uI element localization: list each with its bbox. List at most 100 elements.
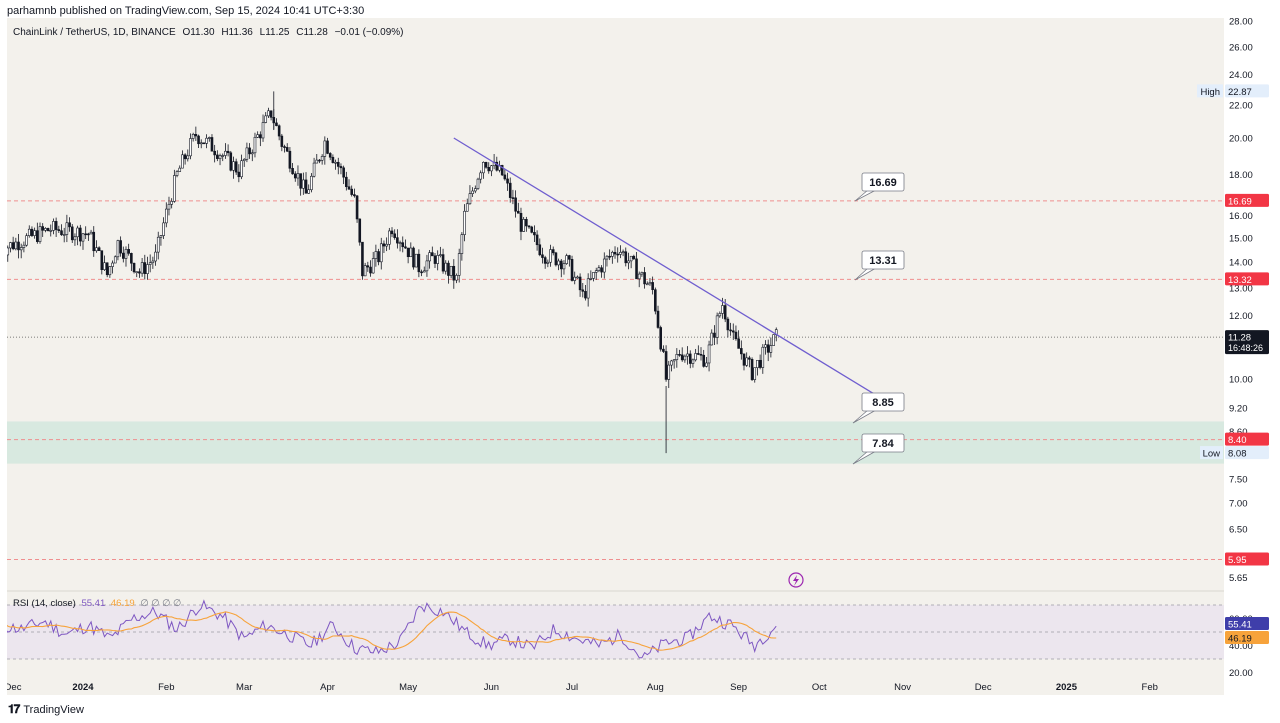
candle-body — [726, 318, 730, 331]
candle-body — [627, 260, 630, 264]
candle-body — [122, 252, 125, 259]
candle-body — [130, 253, 133, 264]
candle-body — [396, 237, 399, 244]
candle-body — [457, 253, 461, 276]
candle-body — [95, 247, 98, 252]
candle-body — [207, 137, 211, 139]
rsi-value-badge: 55.41 — [1225, 617, 1269, 631]
candle-body — [568, 255, 571, 260]
candle-body — [138, 271, 141, 274]
price-callout[interactable]: 13.31 — [854, 250, 905, 281]
candle-body — [721, 305, 724, 314]
price-callout[interactable]: 7.84 — [852, 433, 905, 465]
price-axis-tick: 22.00 — [1229, 100, 1253, 111]
chart-svg[interactable]: ChainLink / TetherUS, 1D, BINANCE O11.30… — [0, 18, 1224, 695]
candle-body — [52, 221, 55, 231]
candle-body — [559, 260, 563, 270]
candle-body — [519, 212, 523, 232]
candle-body — [328, 153, 332, 158]
price-axis-tick: 14.00 — [1229, 258, 1253, 269]
candle-body — [758, 359, 762, 368]
descending-trendline[interactable] — [453, 137, 898, 409]
candle-body — [723, 305, 727, 320]
candle-body — [476, 178, 480, 189]
candle-body — [605, 255, 609, 260]
candle-body — [530, 226, 534, 233]
svg-text:46.19: 46.19 — [1228, 634, 1252, 645]
candle-body — [613, 251, 617, 255]
candle-body — [694, 353, 697, 361]
rsi-lines-layer — [0, 599, 777, 659]
candle-body — [608, 255, 611, 258]
candle-body — [350, 188, 354, 195]
candle-body — [718, 313, 722, 317]
time-axis-tick: Mar — [236, 682, 252, 693]
candle-body — [471, 190, 474, 194]
candle-body — [339, 166, 343, 169]
trendline-layer[interactable] — [453, 137, 898, 409]
price-callout[interactable]: 16.69 — [854, 172, 905, 202]
candle-body — [390, 230, 394, 235]
price-axis-tick: 9.20 — [1229, 403, 1248, 414]
price-callout-label: 16.69 — [869, 177, 897, 189]
price-callout-label: 8.85 — [872, 397, 893, 409]
candle-body — [68, 222, 71, 228]
candle-body — [143, 262, 147, 274]
candle-body — [500, 165, 504, 176]
candle-body — [589, 278, 593, 280]
candle-body — [205, 137, 208, 144]
candle-body — [275, 122, 278, 127]
candle-body — [111, 262, 114, 267]
time-axis-tick: Jun — [484, 682, 499, 693]
candle-body — [216, 154, 219, 159]
candle-body — [584, 291, 587, 299]
time-axis[interactable]: Dec 2024 Feb Mar Apr May Jun Jul Aug Sep Oct Nov Dec… — [7, 677, 1224, 697]
candle-body — [670, 360, 673, 366]
callouts-layer[interactable]: 16.69 13.31 8.85 7.84 — [852, 172, 905, 465]
low-value: 11.25 — [265, 27, 290, 38]
close-value: 11.28 — [304, 27, 329, 38]
candle-body — [592, 272, 595, 279]
candle-body — [702, 354, 705, 367]
price-axis[interactable]: 28.00 26.00 24.00 22.00 20.00 18.00 16.00 15.00… — [1224, 18, 1280, 695]
candle-body — [159, 235, 163, 238]
candle-body — [576, 276, 579, 279]
candle-body — [245, 147, 249, 160]
candle-body — [116, 240, 120, 258]
candle-body — [640, 272, 644, 275]
candle-body — [484, 162, 488, 168]
candle-body — [191, 133, 195, 139]
candle-body — [170, 201, 173, 205]
chart-frame[interactable]: ChainLink / TetherUS, 1D, BINANCE O11.30… — [0, 18, 1224, 695]
publisher-header: parhamnb published on TradingView.com, S… — [7, 5, 365, 17]
event-bolt-icon[interactable] — [788, 572, 804, 588]
candle-body — [468, 193, 472, 205]
candles-layer — [0, 91, 778, 454]
candle-body — [417, 253, 421, 273]
price-axis-tick: 12.00 — [1229, 311, 1253, 322]
price-axis-tick: 7.50 — [1229, 475, 1248, 486]
candle-body — [283, 146, 286, 148]
candle-body — [347, 186, 351, 190]
symbol-legend: ChainLink / TetherUS, 1D, BINANCE O11.30… — [13, 27, 404, 38]
svg-text:55.41: 55.41 — [1228, 620, 1252, 631]
svg-text:16.69: 16.69 — [1228, 196, 1252, 207]
candle-body — [729, 329, 732, 332]
candle-body — [508, 182, 512, 198]
candle-body — [772, 334, 775, 346]
candle-body — [479, 172, 482, 180]
price-callout[interactable]: 8.85 — [852, 392, 905, 424]
high-value: 11.36 — [229, 27, 254, 38]
candle-body — [162, 222, 165, 236]
candle-body — [148, 262, 152, 265]
candle-body — [173, 175, 176, 202]
svg-text:5.95: 5.95 — [1228, 555, 1247, 566]
time-axis-tick: 2024 — [72, 682, 94, 693]
candle-body — [89, 231, 93, 235]
candle-body — [92, 231, 96, 252]
svg-text:22.87: 22.87 — [1228, 87, 1252, 98]
candle-body — [49, 230, 53, 232]
candle-body — [224, 150, 227, 156]
candle-body — [514, 197, 517, 212]
